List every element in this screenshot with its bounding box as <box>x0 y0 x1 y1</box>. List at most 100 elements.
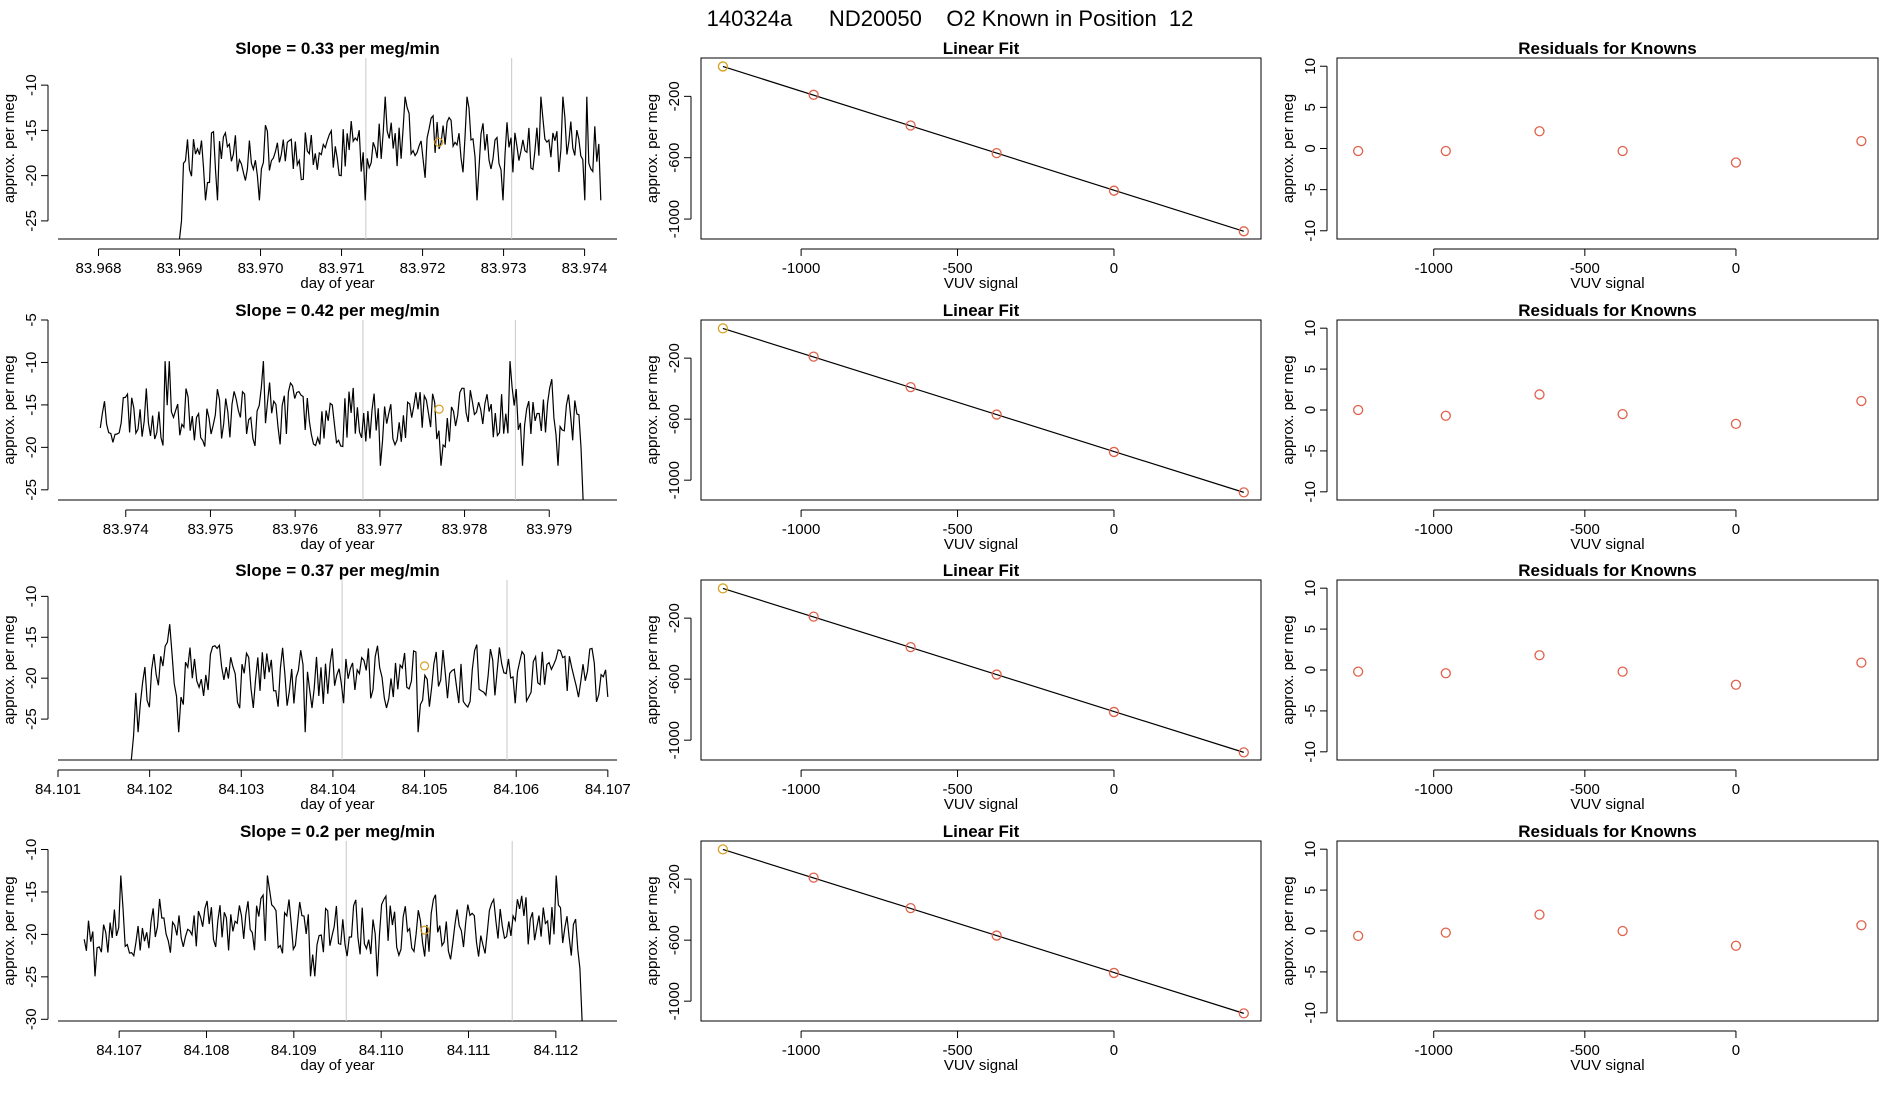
x-tick-label: 84.111 <box>447 1042 491 1059</box>
x-tick-label: -500 <box>943 781 973 798</box>
fit-point <box>1238 487 1249 498</box>
x-tick-label: 84.102 <box>127 781 173 798</box>
x-axis-label: VUV signal <box>944 536 1018 553</box>
panel-title: Linear Fit <box>943 561 1020 580</box>
x-tick-label: 0 <box>1732 260 1740 277</box>
y-tick-label: -5 <box>1302 965 1319 978</box>
x-tick-label: 0 <box>1110 521 1118 538</box>
y-tick-label: -20 <box>23 165 40 187</box>
y-tick-label: -10 <box>1302 741 1319 763</box>
series-trace <box>178 96 602 240</box>
y-tick-label: -5 <box>1302 444 1319 457</box>
y-axis-label: approx. per meg <box>644 876 661 985</box>
fit-point <box>717 844 729 855</box>
fit-point <box>1108 967 1120 979</box>
x-axis-label: VUV signal <box>1570 536 1644 553</box>
y-tick-label: -10 <box>1302 1002 1319 1024</box>
y-tick-label: -200 <box>666 81 683 111</box>
y-tick-label: 0 <box>1302 144 1319 152</box>
y-tick-label: -15 <box>23 626 40 648</box>
y-tick-label: -15 <box>23 881 40 903</box>
plot-frame <box>1336 57 1879 240</box>
fit-point <box>905 902 916 914</box>
x-tick-label: 0 <box>1110 1042 1118 1059</box>
y-axis-label: approx. per meg <box>644 615 661 724</box>
fit-line <box>722 65 1244 232</box>
x-tick-label: -1000 <box>1415 260 1453 277</box>
x-axis-label: VUV signal <box>944 275 1018 292</box>
fit-point <box>717 61 729 72</box>
x-axis-label: VUV signal <box>1570 275 1644 292</box>
x-tick-label: -500 <box>1570 781 1600 798</box>
x-tick-label: 83.978 <box>442 521 488 538</box>
x-tick-label: -1000 <box>1415 781 1453 798</box>
x-axis-label: VUV signal <box>1570 796 1644 813</box>
plot-frame <box>1336 840 1879 1022</box>
fit-point <box>991 147 1002 159</box>
y-tick-label: 5 <box>1302 625 1319 633</box>
x-tick-label: -1000 <box>782 521 820 538</box>
x-tick-label: 84.105 <box>402 781 448 798</box>
x-axis-label: VUV signal <box>944 1057 1018 1074</box>
fit-point <box>808 351 819 362</box>
series-trace <box>83 875 583 1022</box>
fit-point <box>808 611 819 622</box>
x-tick-label: 83.973 <box>481 260 527 277</box>
x-tick-label: 84.103 <box>218 781 264 798</box>
residual-point <box>1617 666 1628 677</box>
x-tick-label: -1000 <box>782 781 820 798</box>
x-tick-label: 83.974 <box>562 260 608 277</box>
residual-point <box>1856 395 1867 407</box>
x-tick-label: 83.969 <box>157 260 203 277</box>
y-tick-label: -1000 <box>666 982 683 1020</box>
y-tick-label: -5 <box>1302 704 1319 717</box>
x-tick-label: -500 <box>943 1042 973 1059</box>
x-axis-label: VUV signal <box>1570 1057 1644 1074</box>
x-tick-label: 84.101 <box>35 781 81 798</box>
known-marker <box>420 925 430 935</box>
x-tick-label: -1000 <box>782 1042 820 1059</box>
panel-grid: Slope = 0.33 per meg/min 83.968 83.969 83.9… <box>1 39 1879 1074</box>
x-tick-label: -500 <box>1570 260 1600 277</box>
fit-point <box>717 583 729 594</box>
plot-frame <box>700 319 1262 501</box>
residual-point <box>1730 940 1742 951</box>
y-tick-label: -10 <box>23 352 40 374</box>
y-tick-label: 10 <box>1302 58 1319 75</box>
panel-row-1-timeseries: Slope = 0.33 per meg/min 83.968 83.969 83.9… <box>1 39 617 292</box>
panel-title: Linear Fit <box>943 39 1020 58</box>
y-tick-label: -30 <box>23 1008 40 1030</box>
fit-point <box>991 409 1002 420</box>
fit-line <box>722 327 1244 493</box>
x-tick-label: 83.970 <box>238 260 284 277</box>
y-axis-label: approx. per meg <box>1280 876 1297 985</box>
residual-point <box>1730 679 1742 690</box>
residual-point <box>1534 909 1545 920</box>
y-tick-label: -25 <box>23 479 40 501</box>
panel-row-3-timeseries: Slope = 0.37 per meg/min 84.101 84.102 84.1… <box>1 561 631 813</box>
residual-point <box>1440 927 1451 938</box>
y-axis-label: approx. per meg <box>1280 94 1297 203</box>
y-tick-label: -5 <box>1302 183 1319 196</box>
panel-title: Linear Fit <box>943 822 1020 841</box>
fit-point <box>905 381 916 393</box>
panel-row-1-fit: Linear Fit -1000 -500 0 VUV signal -1000 -600 -… <box>644 39 1262 292</box>
residual-point <box>1856 920 1867 931</box>
x-tick-label: -1000 <box>1415 521 1453 538</box>
y-tick-label: 5 <box>1302 886 1319 894</box>
y-tick-label: -200 <box>666 343 683 373</box>
y-tick-label: -1000 <box>666 721 683 759</box>
residual-point <box>1440 668 1451 679</box>
x-tick-label: -1000 <box>782 260 820 277</box>
y-tick-label: -15 <box>23 120 40 142</box>
y-tick-label: 10 <box>1302 320 1319 337</box>
panel-title: Linear Fit <box>943 301 1020 320</box>
y-tick-label: 0 <box>1302 406 1319 414</box>
panel-title: Residuals for Knowns <box>1518 301 1697 320</box>
panel-title: Residuals for Knowns <box>1518 39 1697 58</box>
x-tick-label: 84.104 <box>310 781 356 798</box>
y-tick-label: 0 <box>1302 666 1319 674</box>
residual-point <box>1534 126 1545 137</box>
series-trace <box>99 361 584 501</box>
x-tick-label: 83.968 <box>76 260 122 277</box>
